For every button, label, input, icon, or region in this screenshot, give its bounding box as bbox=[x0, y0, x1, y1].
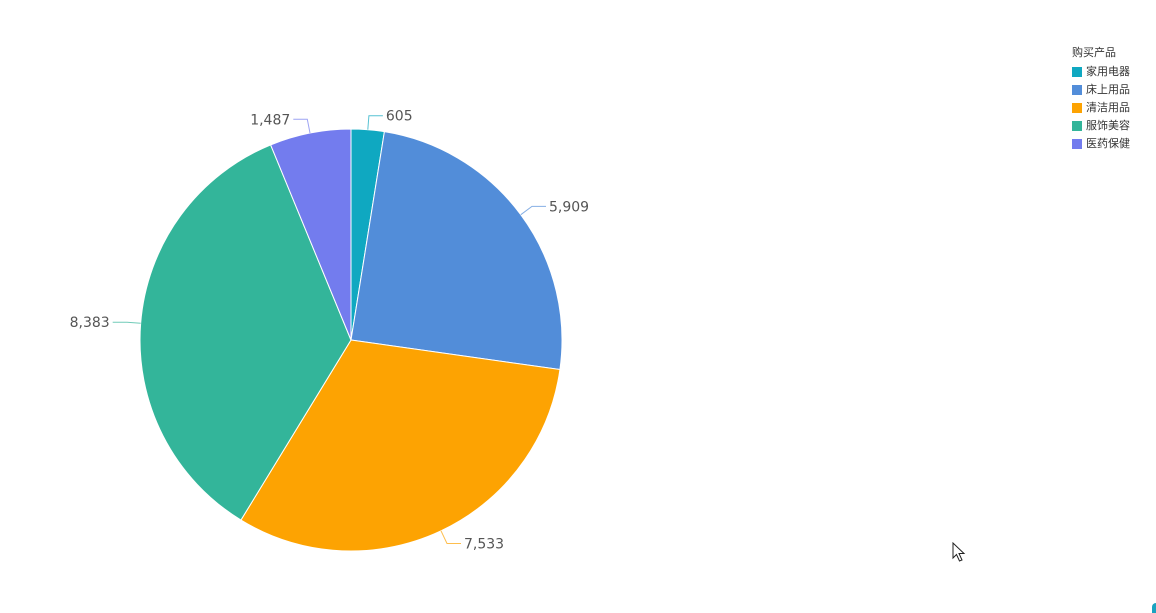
slice-value-label: 1,487 bbox=[250, 112, 290, 128]
legend-item[interactable]: 清洁用品 bbox=[1072, 99, 1130, 117]
chart-legend: 购买产品 家用电器床上用品清洁用品服饰美容医药保健 bbox=[1072, 44, 1130, 153]
legend-swatch bbox=[1072, 121, 1082, 131]
slice-leader-line bbox=[112, 321, 141, 324]
legend-title: 购买产品 bbox=[1072, 46, 1116, 59]
legend-label: 清洁用品 bbox=[1086, 101, 1130, 114]
slice-leader-line bbox=[520, 205, 546, 216]
legend-item[interactable]: 床上用品 bbox=[1072, 81, 1130, 99]
slice-leader-line bbox=[367, 115, 383, 130]
legend-swatch bbox=[1072, 67, 1082, 77]
pie-slice[interactable] bbox=[269, 128, 352, 341]
legend-swatch bbox=[1072, 103, 1082, 113]
legend-item[interactable]: 医药保健 bbox=[1072, 135, 1130, 153]
pie-slice[interactable] bbox=[139, 144, 352, 521]
slice-leader-line bbox=[440, 530, 461, 544]
pie-slice[interactable] bbox=[350, 131, 563, 371]
mouse-pointer-icon bbox=[952, 542, 966, 562]
slice-value-label: 8,383 bbox=[70, 315, 110, 331]
legend-item[interactable]: 家用电器 bbox=[1072, 63, 1130, 81]
slice-value-label: 5,909 bbox=[549, 199, 589, 215]
legend-label: 家用电器 bbox=[1086, 65, 1130, 78]
corner-decoration bbox=[1152, 603, 1156, 613]
legend-items: 家用电器床上用品清洁用品服饰美容医药保健 bbox=[1072, 63, 1130, 153]
slice-value-label: 7,533 bbox=[464, 537, 504, 553]
legend-label: 床上用品 bbox=[1086, 83, 1130, 96]
slice-leader-line bbox=[293, 118, 311, 134]
legend-label: 医药保健 bbox=[1086, 137, 1130, 150]
pie-slice[interactable] bbox=[240, 339, 561, 552]
legend-label: 服饰美容 bbox=[1086, 119, 1130, 132]
legend-swatch bbox=[1072, 85, 1082, 95]
slice-value-label: 605 bbox=[386, 109, 413, 125]
legend-item[interactable]: 服饰美容 bbox=[1072, 117, 1130, 135]
legend-swatch bbox=[1072, 139, 1082, 149]
